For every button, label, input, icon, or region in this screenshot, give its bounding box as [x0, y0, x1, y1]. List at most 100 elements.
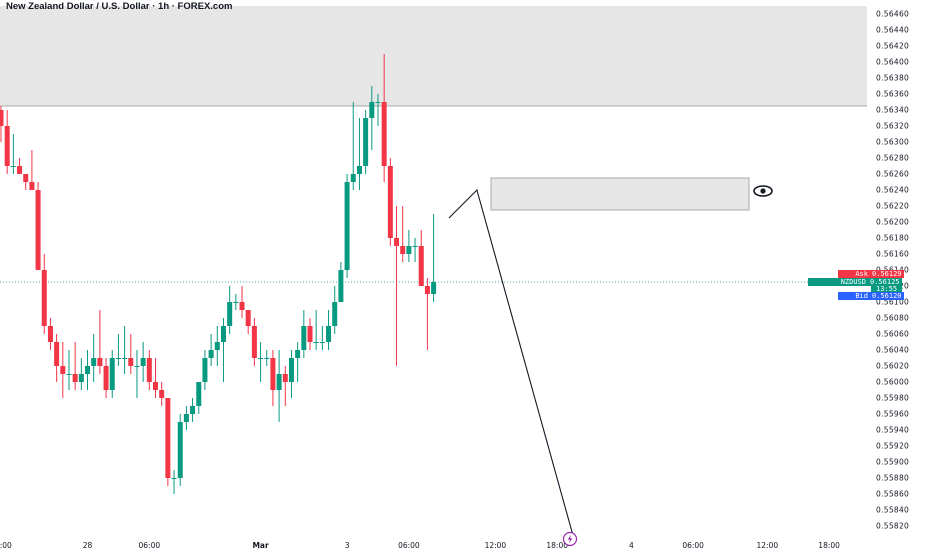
time-tick-label: 3 [345, 541, 350, 550]
price-tick-label: 0.56400 [876, 58, 909, 67]
price-tick-label: 0.56280 [876, 154, 909, 163]
bid-price-tag: Bid 0.56120 [838, 292, 904, 300]
price-tick-label: 0.55880 [876, 474, 909, 483]
lightning-icon[interactable] [562, 531, 578, 547]
candle-body [29, 182, 35, 190]
symbol-value: 0.56125 [868, 278, 902, 286]
zones-layer [0, 6, 867, 283]
bid-label: Bid [838, 292, 870, 300]
candle-body [363, 118, 369, 166]
candle-body [196, 382, 202, 406]
candle-body [171, 478, 177, 479]
supply-zone-upper [0, 6, 867, 106]
price-tick-label: 0.55920 [876, 442, 909, 451]
price-tick-label: 0.55900 [876, 458, 909, 467]
candle-body [54, 342, 60, 366]
time-tick-label: 12:00 [757, 541, 779, 550]
bid-value: 0.56120 [870, 292, 904, 300]
price-tick-label: 0.56040 [876, 346, 909, 355]
price-tick-label: 0.56340 [876, 106, 909, 115]
candle-body [406, 246, 412, 254]
candles-layer [0, 54, 437, 494]
candle-body [319, 342, 325, 343]
candle-body [387, 166, 393, 238]
price-tick-label: 0.56000 [876, 378, 909, 387]
price-tick-label: 0.55980 [876, 394, 909, 403]
time-tick-label: 28 [83, 541, 93, 550]
candle-body [313, 342, 319, 343]
candle-body [344, 182, 350, 270]
price-tick-label: 0.56200 [876, 218, 909, 227]
price-tick-label: 0.56060 [876, 330, 909, 339]
candle-body [220, 326, 226, 342]
candle-body [159, 390, 165, 398]
time-axis: 18:00 28 06:00 Mar 3 06:00 12:00 18:00 4 06:00 12:… [0, 541, 840, 550]
candle-body [326, 326, 332, 342]
candle-body [264, 358, 270, 359]
price-tick-label: 0.56100 [876, 298, 909, 307]
price-tick-label: 0.55860 [876, 490, 909, 499]
candle-body [295, 350, 301, 358]
candle-body [128, 358, 134, 366]
projection-line [448, 188, 574, 535]
candle-body [276, 374, 282, 390]
price-tick-label: 0.56020 [876, 362, 909, 371]
candle-body [10, 166, 16, 167]
candle-body [381, 102, 387, 166]
time-tick-label: 18:00 [0, 541, 12, 550]
candle-body [23, 174, 29, 182]
candle-body [394, 238, 400, 246]
drawings-layer [448, 188, 574, 535]
candle-body [412, 246, 418, 247]
ask-value: 0.56129 [870, 270, 904, 278]
price-tick-label: 0.56260 [876, 170, 909, 179]
candle-body [350, 174, 356, 182]
candle-body [418, 246, 424, 286]
candle-body [227, 302, 233, 326]
candle-body [369, 102, 375, 118]
time-tick-label: 06:00 [139, 541, 161, 550]
candle-body [78, 374, 84, 382]
candle-body [72, 374, 78, 382]
symbol-price-tag: NZDUSD 0.56125 [808, 278, 902, 286]
candle-body [332, 302, 338, 326]
candle-body [91, 358, 97, 366]
candle-body [375, 102, 381, 103]
eye-icon[interactable] [753, 184, 773, 197]
countdown-value: 13:55 [871, 285, 903, 293]
candle-body [85, 366, 91, 374]
price-tick-label: 0.56180 [876, 234, 909, 243]
price-tick-label: 0.56320 [876, 122, 909, 131]
candle-body [202, 358, 208, 382]
candle-body [66, 374, 72, 375]
candle-body [103, 366, 109, 390]
price-tick-label: 0.56440 [876, 26, 909, 35]
candle-body [4, 126, 10, 166]
candle-body [41, 270, 47, 326]
candle-body [282, 374, 288, 382]
candle-body [115, 358, 121, 359]
candle-body [165, 398, 171, 478]
candle-body [431, 282, 437, 294]
price-tick-label: 0.56220 [876, 202, 909, 211]
time-tick-label: Mar [252, 541, 269, 550]
time-tick-label: 12:00 [485, 541, 507, 550]
time-tick-label: 06:00 [398, 541, 420, 550]
candle-body [338, 270, 344, 302]
candle-body [258, 358, 264, 359]
price-tick-label: 0.56240 [876, 186, 909, 195]
candle-body [251, 326, 257, 358]
time-tick-label: 18:00 [546, 541, 568, 550]
candle-body [424, 286, 430, 294]
candle-body [122, 358, 128, 359]
candle-body [190, 406, 196, 414]
candle-body [134, 366, 140, 367]
time-tick-label: 18:00 [818, 541, 840, 550]
candle-body [239, 302, 245, 310]
time-tick-label: 4 [629, 541, 634, 550]
candle-body [270, 358, 276, 390]
symbol-label: NZDUSD [808, 278, 868, 286]
price-tick-label: 0.56160 [876, 250, 909, 259]
